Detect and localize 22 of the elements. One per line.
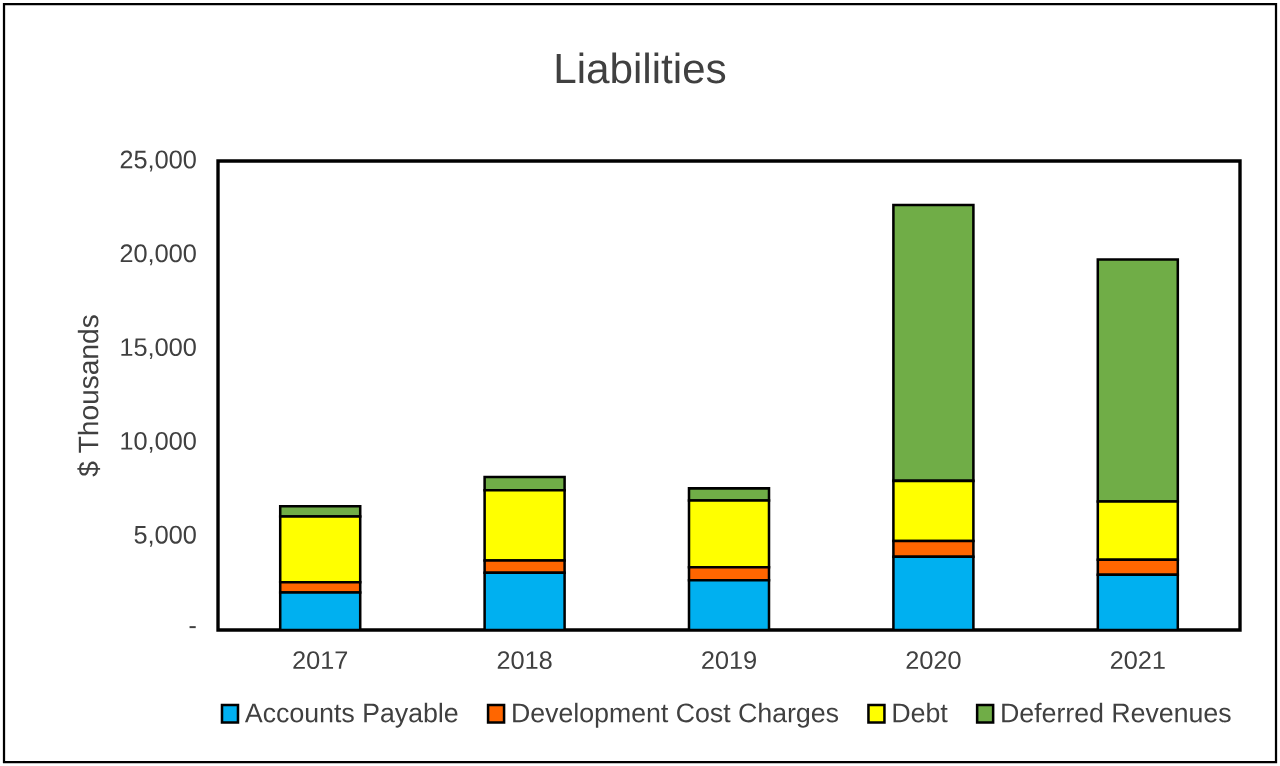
x-tick-label: 2017 <box>293 651 348 670</box>
bar <box>687 579 771 630</box>
legend-label: Accounts Payable <box>244 702 458 728</box>
y-tick-label: 20,000 <box>120 244 196 266</box>
y-tick-label: 25,000 <box>120 150 196 172</box>
x-tick-label: 2021 <box>1110 651 1165 670</box>
x-tick-label: 2018 <box>497 651 552 670</box>
legend-label: Deferred Revenues <box>1002 702 1231 723</box>
legend-label: Development Cost Charges <box>513 702 839 728</box>
x-tick-label: 2020 <box>906 651 961 670</box>
bar <box>1096 573 1180 630</box>
y-axis-title: $ Thousands <box>77 315 101 477</box>
y-tick-label: - <box>189 626 196 629</box>
y-tick-label: 10,000 <box>121 431 196 453</box>
chart-title: Liabilities <box>556 52 726 84</box>
bar <box>892 555 975 630</box>
bar <box>278 591 362 630</box>
x-tick-label: 2019 <box>702 651 756 670</box>
y-tick-label: 5,000 <box>134 525 196 547</box>
y-tick-label: 15,000 <box>121 338 196 360</box>
bar <box>483 571 566 630</box>
legend-label: Debt <box>893 702 948 723</box>
